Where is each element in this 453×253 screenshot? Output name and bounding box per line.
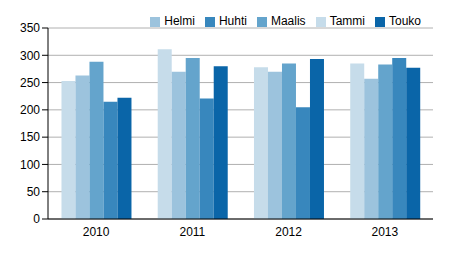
svg-text:2010: 2010 [83,225,110,239]
svg-text:200: 200 [20,103,40,117]
html-text:Helmi: Helmi [164,14,195,28]
svg-text:350: 350 [20,21,40,35]
svg-text:250: 250 [20,76,40,90]
html-text:Huhti: Huhti [218,14,247,28]
svg-text:0: 0 [33,212,40,226]
html-text:Touko: Touko [389,14,421,28]
svg-text:50: 50 [27,185,41,199]
svg-text:150: 150 [20,130,40,144]
svg-text:2012: 2012 [275,225,302,239]
html-text:Maalis: Maalis [270,14,306,28]
svg-text:2011: 2011 [179,225,205,239]
svg-text:100: 100 [20,158,40,172]
html-text:Tammi: Tammi [329,14,365,28]
svg-text:300: 300 [20,49,40,63]
svg-text:2013: 2013 [372,225,399,239]
